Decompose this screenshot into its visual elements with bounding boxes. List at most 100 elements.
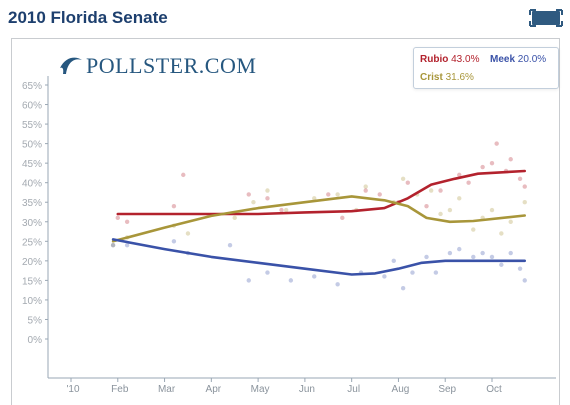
- y-tick-label: 50%: [22, 140, 42, 151]
- poll-point-meek: [517, 266, 523, 271]
- trend-line-crist: [111, 195, 526, 243]
- expand-button[interactable]: [528, 8, 564, 28]
- poll-point-meek: [410, 270, 415, 275]
- poll-point-rubio: [438, 188, 443, 193]
- poll-point-meek: [489, 254, 495, 260]
- poll-point-crist: [110, 243, 116, 248]
- page-title: 2010 Florida Senate: [8, 8, 168, 27]
- x-tick-label: Jul: [347, 384, 360, 395]
- poll-point-crist: [400, 176, 406, 181]
- poll-point-rubio: [246, 192, 251, 197]
- x-tick-label: '10: [66, 384, 79, 395]
- legend-item-crist: Crist 31.6%: [420, 72, 474, 83]
- y-tick-label: 15%: [22, 276, 42, 287]
- y-tick-label: 55%: [22, 120, 42, 131]
- expand-icon: [529, 9, 563, 27]
- x-tick-label: Mar: [158, 384, 176, 395]
- poll-point-rubio: [489, 160, 495, 166]
- poll-point-meek: [471, 254, 476, 260]
- legend-item-meek: Meek 20.0%: [490, 54, 546, 65]
- x-tick-label: Sep: [438, 384, 456, 395]
- poll-point-crist: [265, 188, 270, 193]
- poll-point-meek: [480, 250, 485, 256]
- poll-point-rubio: [340, 215, 345, 221]
- y-tick-label: 20%: [22, 257, 42, 268]
- x-tick-label: Aug: [392, 384, 410, 395]
- poll-point-meek: [265, 270, 270, 275]
- legend-value: 31.6%: [445, 72, 474, 83]
- legend-value: 43.0%: [451, 54, 480, 65]
- x-tick-label: Apr: [206, 384, 222, 395]
- poll-point-crist: [251, 200, 256, 205]
- y-tick-label: 5%: [28, 315, 43, 326]
- chart-legend: Rubio 43.0% Meek 20.0% Crist 31.6%: [413, 47, 559, 89]
- poll-point-crist: [489, 207, 495, 213]
- poll-point-rubio: [181, 172, 186, 178]
- poll-point-rubio: [494, 141, 499, 146]
- x-tick-label: May: [251, 384, 270, 395]
- poll-point-meek: [288, 278, 294, 283]
- poll-point-rubio: [424, 203, 429, 209]
- y-tick-label: 10%: [22, 296, 42, 307]
- poll-point-crist: [312, 196, 317, 201]
- x-tick-label: Feb: [111, 384, 129, 395]
- poll-point-rubio: [466, 180, 471, 185]
- poll-point-meek: [391, 258, 396, 264]
- poll-point-crist: [185, 231, 191, 236]
- poll-point-meek: [335, 282, 340, 287]
- poll-point-rubio: [517, 176, 523, 181]
- poll-point-meek: [312, 274, 317, 279]
- poll-point-meek: [400, 286, 406, 291]
- poll-point-meek: [382, 274, 387, 279]
- legend-name: Rubio: [420, 54, 449, 65]
- poll-point-meek: [124, 243, 130, 248]
- poll-point-rubio: [457, 172, 462, 178]
- poll-point-meek: [110, 243, 116, 248]
- y-tick-label: 65%: [22, 81, 42, 92]
- y-tick-label: 35%: [22, 198, 42, 209]
- trend-line-rubio: [116, 169, 526, 216]
- poll-point-rubio: [171, 203, 177, 209]
- legend-name: Crist: [420, 72, 443, 83]
- poll-point-rubio: [279, 207, 284, 213]
- legend-name: Meek: [490, 54, 516, 65]
- x-tick-label: Jun: [299, 384, 315, 395]
- legend-value: 20.0%: [517, 54, 547, 65]
- x-tick-label: Oct: [486, 384, 502, 395]
- trend-line-meek: [111, 238, 526, 276]
- poll-point-crist: [283, 207, 289, 213]
- poll-point-meek: [508, 250, 513, 256]
- poll-point-rubio: [508, 157, 513, 162]
- poll-point-rubio: [326, 192, 331, 197]
- poll-point-crist: [335, 192, 340, 197]
- poll-point-crist: [499, 231, 504, 236]
- poll-point-rubio: [405, 180, 410, 185]
- poll-point-meek: [227, 243, 233, 248]
- y-tick-label: 30%: [22, 218, 42, 229]
- y-tick-label: 0%: [28, 335, 43, 346]
- poll-point-crist: [232, 215, 237, 221]
- poll-point-crist: [363, 184, 368, 189]
- poll-point-crist: [522, 200, 527, 205]
- legend-item-rubio: Rubio 43.0%: [420, 54, 479, 65]
- poll-point-rubio: [124, 219, 130, 224]
- poll-point-rubio: [522, 184, 527, 189]
- poll-point-crist: [457, 196, 462, 201]
- poll-point-rubio: [377, 192, 382, 197]
- y-tick-label: 60%: [22, 101, 42, 112]
- poll-point-crist: [428, 188, 434, 193]
- poll-point-meek: [457, 246, 462, 252]
- poll-point-meek: [433, 270, 439, 275]
- poll-point-meek: [424, 254, 429, 260]
- poll-point-meek: [246, 278, 251, 283]
- poll-point-meek: [447, 250, 453, 256]
- y-tick-label: 25%: [22, 237, 42, 248]
- y-tick-label: 40%: [22, 179, 42, 190]
- poll-point-rubio: [265, 196, 270, 201]
- y-tick-label: 45%: [22, 159, 42, 170]
- poll-point-rubio: [363, 188, 368, 193]
- poll-point-meek: [522, 278, 527, 283]
- poll-point-meek: [171, 239, 177, 244]
- pollster-logo: POLLSTER.COM: [58, 46, 256, 86]
